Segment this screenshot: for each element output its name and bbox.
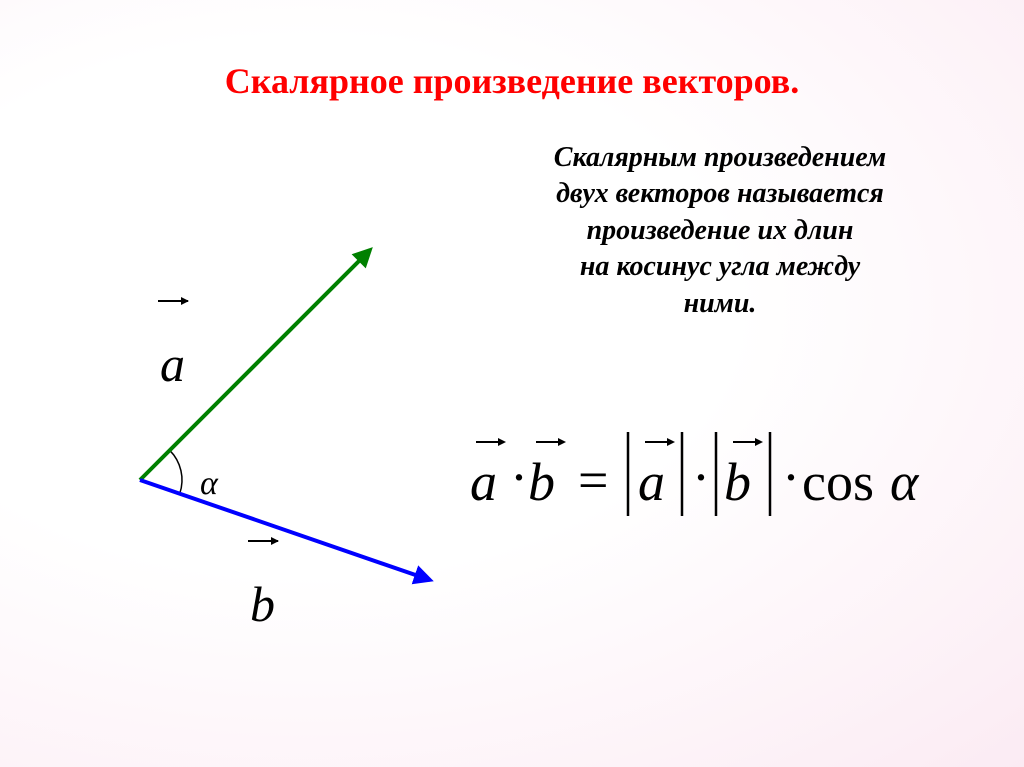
formula-svg: a · b = a · b · cos (470, 420, 1000, 540)
vector-b-overarrow (248, 540, 278, 542)
vector-a-overarrow (158, 300, 188, 302)
vector-diagram: a b α (60, 230, 480, 630)
formula-b-arrow-head (558, 438, 566, 446)
definition-line: на косинус угла между (470, 249, 970, 285)
formula-cos: cos (802, 452, 874, 512)
angle-arc (170, 450, 182, 493)
vector-b-label: b (250, 575, 275, 633)
definition-line: двух векторов называется (470, 176, 970, 212)
formula-a-arrow-head (498, 438, 506, 446)
vector-b-line (140, 480, 430, 580)
definition-line: произведение их длин (470, 213, 970, 249)
formula-dot3: · (782, 447, 800, 507)
formula-dot2: · (692, 447, 710, 507)
formula-dot1: · (510, 447, 528, 507)
formula-a2: a (638, 452, 665, 512)
formula-group: a · b = a · b · cos (470, 432, 920, 516)
angle-label: α (200, 465, 218, 503)
formula-eq: = (578, 450, 608, 510)
page-title: Скалярное произведение векторов. (0, 60, 1024, 102)
formula-a: a (470, 452, 497, 512)
formula-b2-arrow-head (755, 438, 763, 446)
formula-a2-arrow-head (667, 438, 675, 446)
definition-line: ними. (470, 286, 970, 322)
vector-a-label: a (160, 335, 185, 393)
definition-text: Скалярным произведением двух векторов на… (470, 140, 970, 322)
formula-b: b (528, 452, 555, 512)
definition-line: Скалярным произведением (470, 140, 970, 176)
vector-svg (60, 230, 480, 630)
formula-b2: b (724, 452, 751, 512)
formula: a · b = a · b · cos (470, 420, 1000, 540)
formula-alpha: α (890, 452, 920, 512)
